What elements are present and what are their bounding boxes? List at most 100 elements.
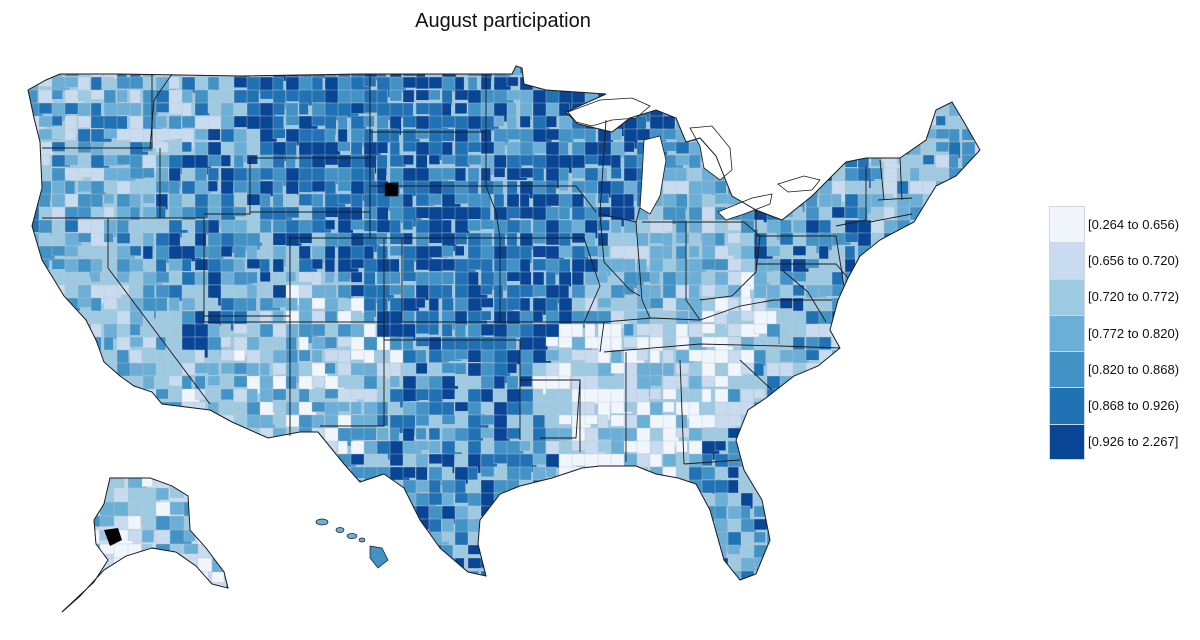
county-cell [225,487,228,503]
county-cell [935,401,952,420]
county-cell [350,479,362,501]
county-cell [909,401,923,422]
county-cell [141,585,157,598]
county-cell [350,375,364,388]
county-cell [480,427,496,439]
county-cell [454,557,465,579]
county-cell [844,505,863,524]
county-cell [220,388,234,401]
county-cell [675,440,688,453]
county-cell [753,414,766,432]
county-cell [922,453,942,467]
county-cell [272,336,288,349]
county-cell [28,284,43,295]
county-cell [792,544,803,563]
county-cell [64,323,78,337]
county-cell [688,544,707,557]
county-cell [870,258,883,276]
county-cell [197,585,209,605]
county-cell [571,66,585,77]
county-cell [142,258,155,271]
county-cell [961,375,976,393]
county-cell [974,362,980,379]
county-cell [805,531,818,545]
county-cell [857,323,875,338]
county-cell [766,154,780,170]
county-cell [389,531,411,548]
county-cell [844,479,860,495]
county-cell [129,440,145,454]
county-cell [116,76,131,90]
county-cell [532,310,544,322]
county-cell [194,466,210,485]
county-cell [740,102,752,115]
county-cell [896,362,909,375]
county-cell [766,492,782,514]
county-cell [571,505,590,525]
county-cell [649,89,669,101]
county-cell [441,271,455,285]
county-cell [727,479,739,496]
county-cell [818,479,836,498]
county-cell [714,102,734,120]
county-cell [988,64,998,75]
county-cell [51,310,69,327]
county-cell [141,501,158,517]
county-cell [311,76,324,91]
county-cell [415,557,427,571]
county-cell [51,297,69,309]
county-cell [233,154,244,169]
county-cell [883,271,894,291]
county-cell [727,102,749,116]
county-cell [324,349,338,362]
county-cell [311,401,326,413]
county-cell [883,76,897,90]
county-cell [909,349,930,364]
county-cell [935,193,953,214]
county-cell [337,544,352,559]
county-cell [870,375,888,389]
county-cell [649,570,671,580]
county-cell [935,466,947,483]
county-cell [571,518,588,536]
county-cell [169,557,181,578]
county-cell [77,388,94,407]
county-cell [922,570,935,580]
county-cell [493,518,511,534]
county-cell [298,479,318,494]
legend-swatch [1049,206,1085,243]
county-cell [168,440,190,453]
county-cell [51,505,70,525]
county-cell [197,515,212,537]
choropleth-map[interactable] [0,0,1010,640]
county-cell [974,193,980,204]
county-cell [220,557,233,569]
county-cell [727,115,738,133]
county-cell [948,492,970,510]
county-cell [922,466,941,482]
county-cell [896,453,911,473]
county-cell [988,194,1003,215]
county-cell [225,501,228,523]
county-cell [168,570,187,580]
county-cell [857,128,869,146]
county-cell [155,557,174,573]
county-cell [127,557,142,576]
county-cell [38,518,50,535]
county-cell [64,336,84,348]
county-cell [467,271,479,287]
county-cell [493,193,505,208]
county-cell [311,440,322,459]
county-cell [727,427,744,439]
county-cell [532,453,548,466]
county-cell [142,66,155,79]
county-cell [337,479,359,490]
county-cell [922,154,935,165]
county-cell [337,440,348,455]
county-cell [896,323,908,338]
county-cell [272,570,294,580]
county-cell [974,310,980,332]
county-cell [225,585,228,603]
county-cell [428,310,440,326]
alaska-inset [61,477,229,613]
